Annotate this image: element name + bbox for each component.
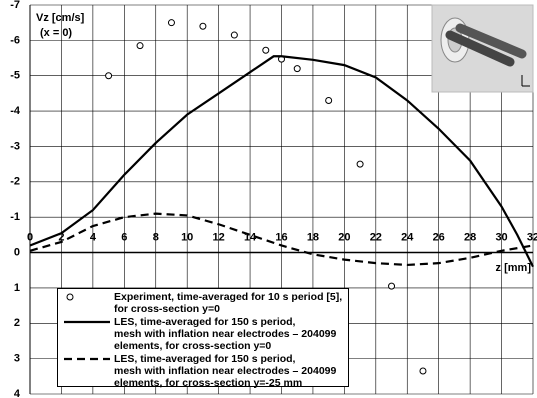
x-tick-label: 16 [275, 231, 287, 243]
y-tick-label: 2 [14, 317, 20, 329]
data-point [294, 66, 300, 72]
x-tick-label: 24 [401, 231, 414, 243]
x-axis-label: z [mm] [496, 262, 532, 274]
x-tick-label: 26 [433, 231, 445, 243]
y-tick-label: 1 [14, 282, 20, 294]
x-tick-label: 22 [370, 231, 382, 243]
y-tick-label: 3 [14, 353, 20, 365]
data-point [168, 20, 174, 26]
y-tick-label: -2 [10, 176, 20, 188]
x-tick-label: 30 [495, 231, 507, 243]
y-tick-label: 0 [14, 246, 20, 258]
legend: Experiment, time-averaged for 10 s perio… [57, 288, 349, 387]
data-point [357, 161, 363, 167]
legend-swatch [64, 316, 110, 328]
data-point [326, 97, 332, 103]
inset-image [432, 5, 533, 92]
x-tick-label: 6 [121, 231, 127, 243]
data-point [263, 47, 269, 53]
legend-label: Experiment, time-averaged for 10 s perio… [114, 291, 342, 315]
legend-swatch [64, 353, 110, 365]
data-point [231, 32, 237, 38]
y-axis-label: Vz [cm/s] [36, 12, 85, 24]
y-tick-label: -7 [10, 0, 20, 11]
legend-entry: LES, time-averaged for 150 s period, mes… [62, 353, 344, 389]
legend-entry: LES, time-averaged for 150 s period, mes… [62, 316, 344, 352]
data-point [106, 73, 112, 79]
x-tick-label: 18 [307, 231, 319, 243]
y-tick-label: -6 [10, 34, 20, 46]
data-point [200, 23, 206, 29]
y-tick-label: 4 [14, 388, 21, 398]
x-tick-label: 10 [181, 231, 193, 243]
y-tick-label: -4 [10, 105, 21, 117]
x-tick-label: 20 [338, 231, 350, 243]
x-tick-label: 32 [527, 231, 537, 243]
y-axis-note: (x = 0) [40, 27, 72, 39]
legend-marker [67, 294, 73, 300]
legend-label: LES, time-averaged for 150 s period, mes… [114, 353, 336, 389]
y-tick-label: -5 [10, 70, 20, 82]
x-tick-label: 28 [464, 231, 476, 243]
x-tick-label: 4 [90, 231, 97, 243]
data-point [420, 368, 426, 374]
x-tick-label: 8 [153, 231, 159, 243]
y-tick-label: -3 [10, 140, 20, 152]
y-tick-label: -1 [10, 211, 20, 223]
x-tick-label: 12 [213, 231, 225, 243]
data-point [389, 283, 395, 289]
legend-label: LES, time-averaged for 150 s period, mes… [114, 316, 336, 352]
legend-entry: Experiment, time-averaged for 10 s perio… [62, 291, 344, 315]
data-point [137, 43, 143, 49]
legend-swatch [64, 291, 110, 303]
